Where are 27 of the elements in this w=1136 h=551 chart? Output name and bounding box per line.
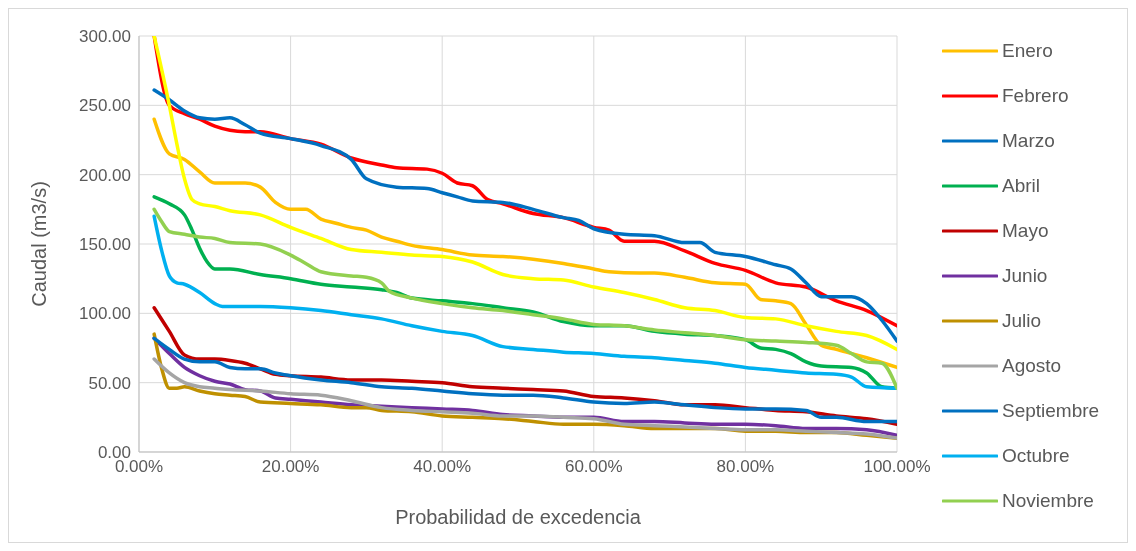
y-tick-label: 300.00 xyxy=(79,27,131,47)
y-tick-label: 250.00 xyxy=(79,96,131,116)
y-tick-label: 150.00 xyxy=(79,235,131,255)
legend-label: Julio xyxy=(1002,309,1042,332)
legend-label: Agosto xyxy=(1002,354,1062,377)
x-tick-label: 60.00% xyxy=(564,457,623,477)
legend-label: Septiembre xyxy=(1002,399,1100,422)
y-tick-label: 200.00 xyxy=(79,165,131,185)
y-tick-label: 100.00 xyxy=(79,304,131,324)
y-tick-label: 50.00 xyxy=(88,373,131,393)
legend-label: Febrero xyxy=(1002,84,1069,107)
line-series xyxy=(152,117,897,370)
x-tick-label: 100.00% xyxy=(863,457,931,477)
line-series xyxy=(152,88,897,343)
x-axis-title: Probabilidad de excedencia xyxy=(395,506,642,528)
legend-label: Enero xyxy=(1002,39,1053,62)
x-tick-label: 80.00% xyxy=(716,457,775,477)
legend-label: Octubre xyxy=(1002,444,1070,467)
x-tick-label: 20.00% xyxy=(261,457,320,477)
legend-label: Marzo xyxy=(1002,129,1055,152)
x-tick-label: 40.00% xyxy=(413,457,472,477)
legend-label: Noviembre xyxy=(1002,489,1094,512)
y-axis-title: Caudal (m3/s) xyxy=(28,181,51,307)
legend-label: Mayo xyxy=(1002,219,1049,242)
line-series xyxy=(152,357,897,440)
legend-label: Abril xyxy=(1002,174,1041,197)
legend-label: Junio xyxy=(1002,264,1048,287)
